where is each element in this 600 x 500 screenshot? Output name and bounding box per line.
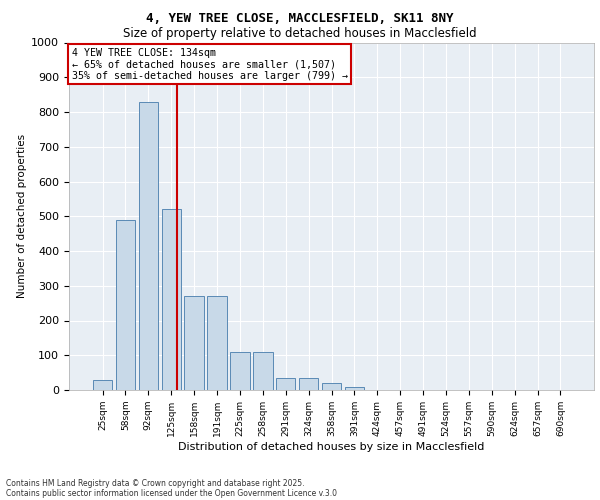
- Bar: [344, 386, 364, 390]
- Bar: [161, 210, 181, 390]
- Bar: [253, 352, 272, 390]
- Text: 4, YEW TREE CLOSE, MACCLESFIELD, SK11 8NY: 4, YEW TREE CLOSE, MACCLESFIELD, SK11 8N…: [146, 12, 454, 26]
- Text: Contains public sector information licensed under the Open Government Licence v.: Contains public sector information licen…: [6, 488, 337, 498]
- X-axis label: Distribution of detached houses by size in Macclesfield: Distribution of detached houses by size …: [178, 442, 485, 452]
- Bar: [139, 102, 158, 390]
- Bar: [93, 380, 112, 390]
- Y-axis label: Number of detached properties: Number of detached properties: [17, 134, 27, 298]
- Bar: [184, 296, 204, 390]
- Bar: [276, 378, 295, 390]
- Bar: [299, 378, 319, 390]
- Bar: [116, 220, 135, 390]
- Bar: [208, 296, 227, 390]
- Text: 4 YEW TREE CLOSE: 134sqm
← 65% of detached houses are smaller (1,507)
35% of sem: 4 YEW TREE CLOSE: 134sqm ← 65% of detach…: [71, 48, 347, 81]
- Bar: [322, 383, 341, 390]
- Text: Size of property relative to detached houses in Macclesfield: Size of property relative to detached ho…: [123, 28, 477, 40]
- Text: Contains HM Land Registry data © Crown copyright and database right 2025.: Contains HM Land Registry data © Crown c…: [6, 478, 305, 488]
- Bar: [230, 352, 250, 390]
